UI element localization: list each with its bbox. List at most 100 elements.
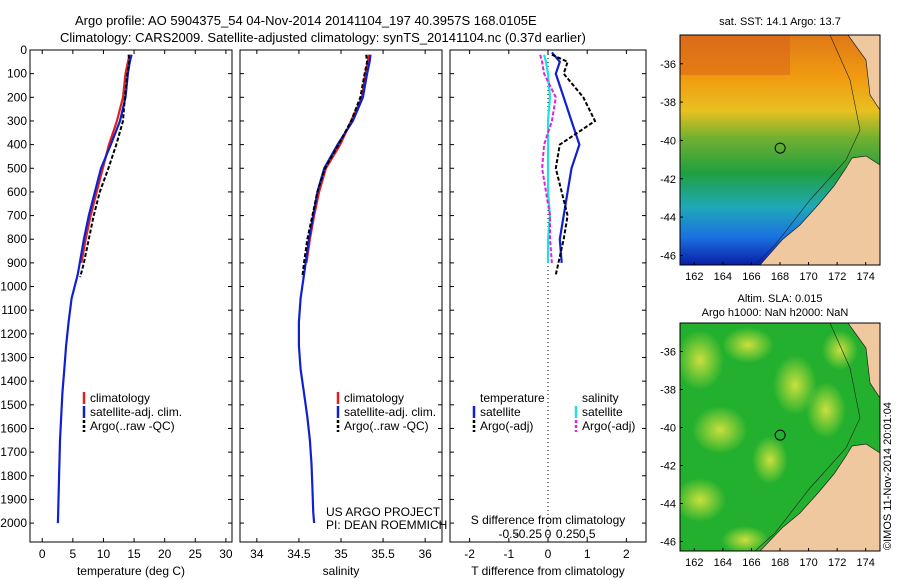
sla-map-title-2: Argo h1000: NaN h2000: NaN (702, 307, 849, 319)
sla-anomaly (752, 436, 788, 484)
y-tick-label: 600 (7, 185, 27, 199)
temperature-legend: climatology satellite-adj. clim. Argo(..… (82, 391, 182, 433)
sla-anomaly (722, 327, 774, 363)
y-tick-label: 1500 (0, 398, 27, 412)
map-x-tick-label: 164 (714, 271, 732, 283)
map-y-tick-label: -42 (660, 174, 676, 186)
temperature-series (56, 54, 133, 524)
x-tick-label: 35.5 (371, 547, 395, 561)
s-tick-label: 0.25 (556, 527, 580, 541)
project-annotation: US ARGO PROJECT (326, 505, 441, 519)
sla-map: Altim. SLA: 0.015 Argo h1000: NaN h2000:… (660, 293, 881, 569)
y-tick-label: 1100 (1, 303, 27, 317)
map-x-tick-label: 162 (685, 557, 703, 569)
sla-map-title-1: Altim. SLA: 0.015 (738, 293, 823, 305)
map-x-tick-label: 166 (742, 271, 760, 283)
map-y-tick-label: -36 (660, 347, 676, 359)
y-tick-label: 1700 (0, 445, 27, 459)
series-argo-raw-qc (301, 54, 369, 278)
s-tick-label: 0.5 (579, 527, 596, 541)
series-climatology (305, 54, 370, 264)
map-x-tick-label: 172 (828, 271, 846, 283)
series-temperature-satellite (551, 51, 581, 263)
difference-legend: temperature satellite Argo(-adj) salinit… (472, 391, 635, 433)
salinity-panel: 34 34.5 35 35.5 36 salinity climatology sate… (239, 49, 447, 578)
salinity-series (297, 54, 372, 524)
x-tick-label: 30 (219, 547, 233, 561)
map-x-tick-label: 164 (714, 557, 732, 569)
temperature-axes-box (29, 49, 233, 543)
temperature-x-label: temperature (deg C) (77, 564, 185, 578)
sla-field (680, 323, 880, 551)
sla-argo-position (774, 429, 786, 441)
y-tick-label: 1600 (0, 421, 27, 435)
y-tick-label: 100 (7, 67, 27, 81)
s-tick-label: -0.25 (515, 527, 543, 541)
y-tick-label: 1300 (0, 351, 27, 365)
sst-map-title: sat. SST: 14.1 Argo: 13.7 (719, 16, 841, 28)
y-tick-label: 1200 (0, 327, 27, 341)
map-x-tick-label: 168 (771, 271, 789, 283)
difference-series (539, 51, 597, 275)
legend-label-climatology: climatology (344, 391, 404, 405)
map-y-tick-label: -44 (660, 212, 676, 224)
map-x-tick-label: 166 (742, 557, 760, 569)
x-tick-label: -1 (503, 547, 514, 561)
map-x-tick-label: 168 (771, 557, 789, 569)
imos-stamp: ©IMOS 11-Nov-2014 20:01:04 (882, 402, 894, 550)
legend-label-s-satellite: satellite (582, 405, 623, 419)
x-tick-label: 20 (158, 547, 172, 561)
difference-x-axis: -2 -1 0 1 2 (464, 50, 630, 561)
sst-argo-position (774, 142, 786, 154)
x-tick-label: -2 (464, 547, 475, 561)
map-y-tick-label: -46 (660, 250, 676, 262)
sla-anomaly (806, 382, 846, 438)
salinity-legend: climatology satellite-adj. clim. Argo(..… (336, 391, 436, 433)
sla-anomaly (692, 406, 748, 454)
salinity-x-axis: 34 34.5 35 35.5 36 (250, 50, 432, 561)
map-x-tick-label: 162 (685, 271, 703, 283)
sst-map-axes: 162 164 166 168 170 172 174 -36 -38 -40 -42 -44 -46 (660, 59, 875, 283)
t-difference-label: T difference from climatology (471, 564, 625, 578)
x-tick-label: 36 (418, 547, 432, 561)
sst-land (759, 155, 880, 265)
sla-anomaly (773, 355, 817, 415)
legend-label-s-argo: Argo(-adj) (582, 419, 635, 433)
map-y-tick-label: -38 (660, 97, 676, 109)
map-y-tick-label: -40 (660, 423, 676, 435)
sla-anomaly (822, 330, 858, 370)
y-tick-label: 700 (7, 209, 27, 223)
legend-label-argo: Argo(..raw -QC) (344, 419, 429, 433)
map-x-tick-label: 174 (857, 557, 875, 569)
y-tick-label: 200 (7, 90, 27, 104)
x-tick-label: 25 (189, 547, 203, 561)
y-tick-label: 1800 (0, 469, 27, 483)
legend-title-salinity: salinity (582, 391, 619, 405)
map-x-tick-label: 170 (799, 271, 817, 283)
legend-label-argo: Argo(..raw -QC) (90, 419, 175, 433)
y-tick-label: 1400 (0, 374, 27, 388)
legend-title-temperature: temperature (480, 391, 545, 405)
header-line-1: Argo profile: AO 5904375_54 04-Nov-2014 … (75, 13, 537, 28)
y-tick-label: 1900 (0, 492, 27, 506)
header-line-2: Climatology: CARS2009. Satellite-adjuste… (60, 30, 586, 45)
salinity-axes-box (239, 49, 443, 543)
map-y-tick-label: -46 (660, 537, 676, 549)
map-x-tick-label: 172 (828, 557, 846, 569)
sst-warm-patch (680, 35, 790, 75)
series-satellite-adj-clim (56, 54, 133, 524)
sst-isobath (754, 35, 861, 265)
x-tick-label: 10 (97, 547, 111, 561)
y-tick-label: 0 (20, 43, 27, 57)
difference-y-ticks (450, 49, 646, 524)
legend-label-t-argo: Argo(-adj) (480, 419, 533, 433)
map-y-tick-label: -42 (660, 461, 676, 473)
x-tick-label: 34 (250, 547, 264, 561)
series-climatology (80, 54, 131, 264)
map-x-tick-label: 170 (799, 557, 817, 569)
difference-s-axis: -0.5-0.2500.250.5 (498, 527, 595, 541)
sla-anomalies (680, 327, 858, 551)
y-tick-label: 300 (7, 114, 27, 128)
y-tick-label: 1000 (0, 280, 27, 294)
